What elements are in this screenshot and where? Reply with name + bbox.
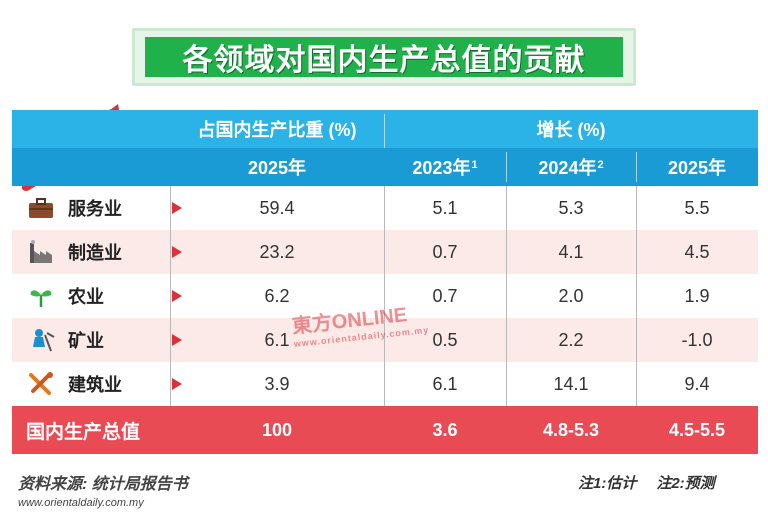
sector-label: 制造业 (68, 243, 122, 263)
sprout-icon (26, 282, 56, 310)
note-estimate: 注1:估计 (578, 475, 637, 492)
row-pointer-icon (172, 246, 182, 258)
footer-source: 资料来源: 统计局报告书 www.orientaldaily.com.my (18, 470, 188, 509)
sector-label: 建筑业 (68, 375, 122, 395)
row-pointer-icon (172, 334, 182, 346)
table-row: 制造业 23.2 0.7 4.1 4.5 (12, 230, 758, 274)
factory-icon (26, 238, 56, 266)
row-pointer-icon (172, 290, 182, 302)
growth-2024: 14.1 (553, 373, 589, 394)
table-row: 农业 6.2 0.7 2.0 1.9 (12, 274, 758, 318)
year-header-2023: 2023年 1 (412, 158, 478, 178)
share-value: 23.2 (259, 241, 295, 262)
total-share: 100 (261, 419, 293, 440)
table-row: 建筑业 3.9 6.1 14.1 9.4 (12, 362, 758, 406)
table-header-top: 占国内生产比重 (%) 增长 (%) (12, 110, 758, 184)
sector-label: 服务业 (68, 199, 122, 219)
year-header-2025: 2025年 (667, 158, 727, 178)
row-pointer-icon (172, 202, 182, 214)
total-growth-2025: 4.5-5.5 (668, 419, 726, 440)
growth-2025: 9.4 (684, 373, 710, 394)
growth-2024: 2.2 (558, 329, 584, 350)
total-row: 国内生产总值 100 3.6 4.8-5.3 4.5-5.5 (12, 406, 758, 454)
share-group-header: 占国内生产比重 (%) (197, 120, 357, 140)
page-title: 各领域对国内生产总值的贡献 (145, 37, 623, 77)
growth-2023: 6.1 (432, 373, 458, 394)
growth-2024: 5.3 (558, 197, 584, 218)
share-value: 59.4 (259, 197, 295, 218)
sector-label: 农业 (68, 287, 104, 307)
growth-2025: 5.5 (684, 197, 710, 218)
table-row: 服务业 59.4 5.1 5.3 5.5 (12, 186, 758, 230)
row-pointer-icon (172, 378, 182, 390)
briefcase-icon (26, 194, 56, 222)
growth-2024: 2.0 (558, 285, 584, 306)
growth-2025: 4.5 (684, 241, 710, 262)
title-banner: 各领域对国内生产总值的贡献 (132, 28, 636, 86)
miner-icon (26, 326, 56, 354)
growth-2025: -1.0 (681, 329, 713, 350)
note-forecast: 注2:预测 (656, 475, 715, 492)
total-label: 国内生产总值 (26, 421, 141, 443)
growth-2023: 0.7 (432, 241, 458, 262)
total-growth-2024: 4.8-5.3 (542, 419, 600, 440)
growth-2023: 5.1 (432, 197, 458, 218)
sector-label: 矿业 (68, 331, 104, 351)
tools-icon (26, 370, 56, 398)
table-row: 矿业 6.1 0.5 2.2 -1.0 (12, 318, 758, 362)
share-year-header: 2025年 (247, 158, 307, 178)
growth-2025: 1.9 (684, 285, 710, 306)
year-header-2024: 2024年 2 (538, 158, 604, 178)
growth-2023: 0.5 (432, 329, 458, 350)
share-value: 6.1 (264, 329, 290, 350)
total-growth-2023: 3.6 (432, 419, 458, 440)
share-value: 6.2 (264, 285, 290, 306)
growth-2024: 4.1 (558, 241, 584, 262)
footer-notes: 注1:估计 注2:预测 (578, 472, 735, 493)
share-value: 3.9 (264, 373, 290, 394)
growth-group-header: 增长 (%) (536, 120, 606, 140)
source-text: 资料来源: 统计局报告书 (18, 476, 188, 493)
growth-2023: 0.7 (432, 285, 458, 306)
table-header-years: 2025年 2023年 1 2024年 2 2025年 (12, 148, 758, 186)
source-url: www.orientaldaily.com.my (18, 497, 144, 509)
